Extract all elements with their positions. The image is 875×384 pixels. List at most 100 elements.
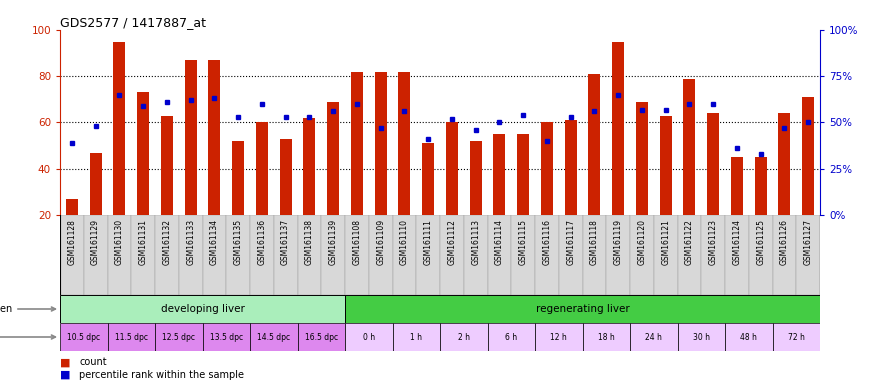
Bar [559,215,583,295]
Bar [725,323,773,351]
Text: developing liver: developing liver [161,304,244,314]
Text: 13.5 dpc: 13.5 dpc [210,333,243,341]
Bar [298,323,345,351]
Bar [90,152,102,215]
Text: GSM161119: GSM161119 [613,219,623,265]
Text: 12.5 dpc: 12.5 dpc [162,333,195,341]
Bar [60,215,84,295]
Bar [630,215,654,295]
Text: 11.5 dpc: 11.5 dpc [115,333,148,341]
Bar [802,97,814,215]
Bar [423,143,434,215]
Bar [398,72,410,215]
Bar [773,215,796,295]
Text: GSM161112: GSM161112 [447,219,457,265]
Bar [589,74,600,215]
Bar [606,215,630,295]
Bar [707,113,719,215]
Bar [131,215,155,295]
Text: GDS2577 / 1417887_at: GDS2577 / 1417887_at [60,16,206,29]
Text: GSM161111: GSM161111 [424,219,432,265]
Text: GSM161108: GSM161108 [353,219,361,265]
Bar [630,323,677,351]
Bar [345,215,368,295]
Text: time: time [0,332,55,342]
Text: GSM161127: GSM161127 [803,219,813,265]
Text: 14.5 dpc: 14.5 dpc [257,333,290,341]
Bar [202,323,250,351]
Bar [60,295,345,323]
Bar [232,141,244,215]
Text: GSM161132: GSM161132 [163,219,172,265]
Bar [351,72,363,215]
Text: GSM161115: GSM161115 [519,219,528,265]
Text: 48 h: 48 h [740,333,757,341]
Text: GSM161120: GSM161120 [637,219,647,265]
Text: GSM161113: GSM161113 [471,219,480,265]
Bar [345,323,393,351]
Text: regenerating liver: regenerating liver [536,304,629,314]
Bar [108,215,131,295]
Bar [304,118,315,215]
Bar [487,323,535,351]
Bar [440,215,464,295]
Bar [749,215,773,295]
Bar [725,215,749,295]
Bar [178,215,202,295]
Text: GSM161117: GSM161117 [566,219,575,265]
Bar [66,199,78,215]
Bar [535,215,559,295]
Bar [677,215,701,295]
Bar [654,215,677,295]
Bar [227,215,250,295]
Text: ■: ■ [60,370,71,380]
Text: 18 h: 18 h [598,333,614,341]
Bar [487,215,511,295]
Bar [779,113,790,215]
Text: GSM161109: GSM161109 [376,219,385,265]
Bar [464,215,487,295]
Bar [250,215,274,295]
Text: GSM161128: GSM161128 [67,219,76,265]
Text: GSM161138: GSM161138 [304,219,314,265]
Text: GSM161135: GSM161135 [234,219,242,265]
Bar [796,215,820,295]
Bar [368,215,393,295]
Text: 10.5 dpc: 10.5 dpc [67,333,101,341]
Bar [683,79,696,215]
Text: GSM161134: GSM161134 [210,219,219,265]
Bar [274,215,298,295]
Bar [660,116,672,215]
Text: specimen: specimen [0,304,55,314]
Bar [280,139,291,215]
Bar [114,41,125,215]
Text: 6 h: 6 h [505,333,517,341]
Bar [345,295,820,323]
Bar [298,215,321,295]
Bar [511,215,535,295]
Bar [564,120,577,215]
Text: GSM161137: GSM161137 [281,219,290,265]
Text: GSM161116: GSM161116 [542,219,551,265]
Bar [202,215,227,295]
Text: count: count [80,357,107,367]
Text: GSM161129: GSM161129 [91,219,100,265]
Text: GSM161125: GSM161125 [756,219,765,265]
Bar [393,215,416,295]
Text: GSM161126: GSM161126 [780,219,789,265]
Text: 1 h: 1 h [410,333,423,341]
Bar [517,134,529,215]
Bar [256,122,268,215]
Bar [250,323,298,351]
Text: GSM161136: GSM161136 [257,219,266,265]
Bar [493,134,506,215]
Bar [773,323,820,351]
Text: 30 h: 30 h [693,333,710,341]
Bar [137,93,149,215]
Bar [731,157,743,215]
Text: GSM161133: GSM161133 [186,219,195,265]
Bar [60,323,108,351]
Text: 12 h: 12 h [550,333,567,341]
Text: GSM161114: GSM161114 [495,219,504,265]
Text: ■: ■ [60,357,71,367]
